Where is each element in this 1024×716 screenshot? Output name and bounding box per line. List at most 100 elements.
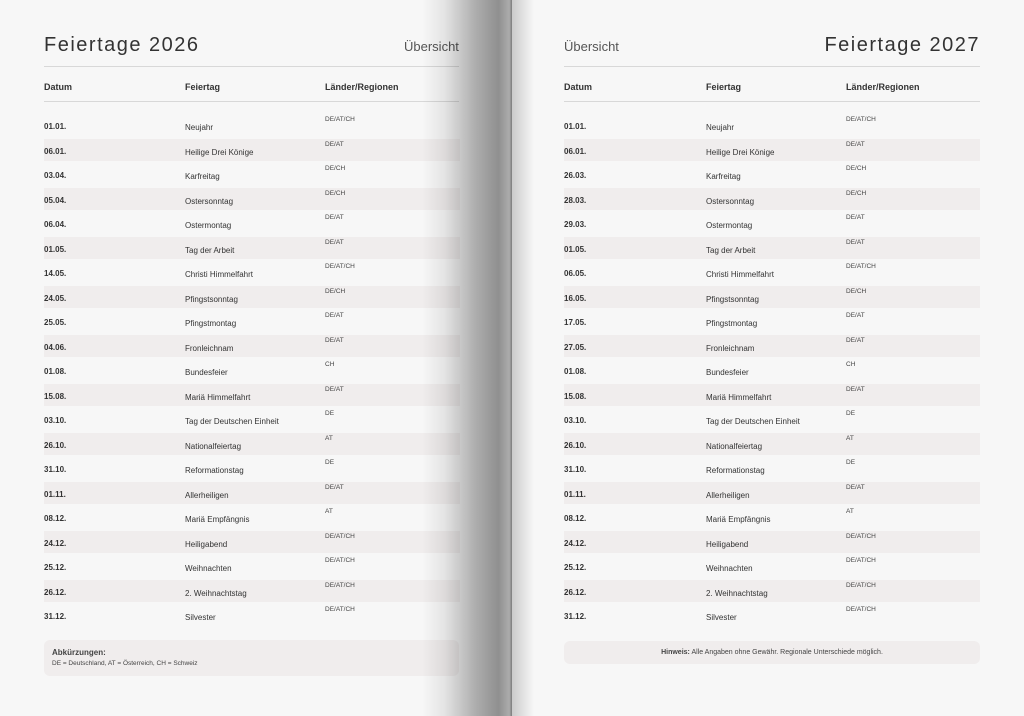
regions: DE/AT/CH	[325, 263, 355, 270]
regions: CH	[846, 361, 856, 368]
regions: DE/AT/CH	[846, 263, 876, 270]
regions: AT	[846, 508, 854, 515]
note-text: Alle Angaben ohne Gewähr. Regionale Unte…	[691, 649, 883, 656]
regions: DE	[325, 459, 335, 466]
regions: DE/CH	[325, 165, 346, 172]
regions: DE/CH	[846, 165, 867, 172]
holiday-name: Neujahr	[706, 123, 735, 132]
divider	[564, 66, 980, 67]
date: 29.03.	[564, 220, 587, 229]
header-holiday: Feiertag	[706, 82, 742, 92]
holiday-name: Pfingstsonntag	[185, 294, 238, 304]
table-row: 06.04. Ostermontag DE/AT	[44, 212, 460, 234]
table-row: 31.12. Silvester DE/AT/CH	[564, 604, 980, 626]
table-row: 15.08. Mariä Himmelfahrt DE/AT	[564, 383, 980, 406]
holiday-name: Fronleichnam	[706, 343, 755, 353]
date: 24.12.	[44, 538, 67, 548]
regions: DE/AT	[325, 312, 344, 319]
table-row: 15.08. Mariä Himmelfahrt DE/AT	[44, 383, 460, 406]
table-row: 26.10. Nationalfeiertag AT	[564, 432, 980, 455]
holiday-name: Silvester	[706, 613, 737, 622]
regions: CH	[325, 361, 335, 368]
date: 06.01.	[564, 146, 587, 156]
date: 15.08.	[44, 391, 67, 401]
regions: DE/AT	[846, 140, 865, 148]
date: 26.12.	[44, 587, 67, 597]
regions: DE	[846, 410, 856, 417]
date: 16.05.	[564, 293, 587, 303]
date: 03.10.	[44, 416, 67, 425]
holiday-name: Tag der Arbeit	[185, 245, 235, 255]
date: 01.08.	[44, 367, 67, 376]
table-row: 14.05. Christi Himmelfahrt DE/AT/CH	[44, 261, 460, 283]
date: 26.10.	[564, 440, 587, 450]
date: 06.04.	[44, 220, 67, 229]
holiday-name: Tag der Deutschen Einheit	[706, 417, 800, 426]
table-row: 25.12. Weihnachten DE/AT/CH	[564, 555, 980, 577]
date: 25.12.	[564, 563, 587, 572]
regions: DE/AT/CH	[846, 606, 876, 613]
date: 31.10.	[564, 465, 587, 474]
header-date: Datum	[564, 82, 593, 92]
holiday-name: Mariä Himmelfahrt	[706, 392, 772, 402]
regions: DE/AT	[325, 336, 344, 344]
regions: DE/AT	[325, 483, 344, 491]
divider	[44, 66, 459, 67]
divider	[44, 101, 459, 102]
divider	[564, 101, 980, 102]
table-row: 27.05. Fronleichnam DE/AT	[564, 334, 980, 357]
table-row: 01.11. Allerheiligen DE/AT	[44, 481, 460, 504]
date: 03.04.	[44, 171, 67, 180]
table-row: 01.01. Neujahr DE/AT/CH	[44, 114, 460, 136]
right-page: Übersicht Feiertage 2027 Datum Feiertag …	[512, 0, 1024, 716]
date: 25.05.	[44, 318, 67, 327]
holiday-name: Heilige Drei Könige	[706, 147, 775, 157]
holiday-name: Reformationstag	[185, 466, 244, 475]
table-row: 29.03. Ostermontag DE/AT	[564, 212, 980, 234]
holiday-name: Pfingstsonntag	[706, 294, 759, 304]
regions: DE/AT/CH	[846, 116, 876, 123]
table-row: 17.05. Pfingstmontag DE/AT	[564, 310, 980, 332]
table-row: 01.11. Allerheiligen DE/AT	[564, 481, 980, 504]
regions: DE/AT	[846, 238, 865, 246]
date: 26.10.	[44, 440, 67, 450]
date: 01.01.	[564, 122, 587, 131]
holiday-name: Mariä Himmelfahrt	[185, 392, 251, 402]
regions: DE/AT	[846, 214, 865, 221]
table-row: 16.05. Pfingstsonntag DE/CH	[564, 285, 980, 308]
table-row: 01.08. Bundesfeier CH	[564, 359, 980, 381]
table-row: 31.12. Silvester DE/AT/CH	[44, 604, 460, 626]
regions: DE/CH	[846, 189, 867, 197]
table-row: 31.10. Reformationstag DE	[44, 457, 460, 479]
date: 14.05.	[44, 269, 67, 278]
holiday-name: Tag der Arbeit	[706, 245, 756, 255]
table-row: 01.01. Neujahr DE/AT/CH	[564, 114, 980, 136]
regions: DE/AT	[846, 312, 865, 319]
holiday-name: Weihnachten	[185, 564, 232, 573]
regions: DE/AT	[846, 483, 865, 491]
table-row: 08.12. Mariä Empfängnis AT	[44, 506, 460, 528]
holiday-name: Karfreitag	[185, 172, 220, 181]
date: 25.12.	[44, 563, 67, 572]
holiday-name: Weihnachten	[706, 564, 753, 573]
table-row: 06.05. Christi Himmelfahrt DE/AT/CH	[564, 261, 980, 283]
date: 08.12.	[564, 514, 587, 523]
table-row: 06.01. Heilige Drei Könige DE/AT	[564, 138, 980, 161]
holiday-name: Christi Himmelfahrt	[706, 270, 775, 279]
date: 28.03.	[564, 195, 587, 205]
date: 26.03.	[564, 171, 587, 180]
date: 06.05.	[564, 269, 587, 278]
regions: DE/AT/CH	[325, 532, 355, 540]
holiday-name: Karfreitag	[706, 172, 741, 181]
holiday-name: Bundesfeier	[706, 368, 749, 377]
regions: DE/AT	[325, 238, 344, 246]
regions: DE/AT	[846, 385, 865, 393]
regions: DE	[846, 459, 856, 466]
table-row: 08.12. Mariä Empfängnis AT	[564, 506, 980, 528]
date: 01.11.	[44, 489, 66, 499]
holiday-name: Ostermontag	[185, 221, 232, 230]
table-row: 31.10. Reformationstag DE	[564, 457, 980, 479]
regions: AT	[846, 434, 854, 442]
holiday-name: Ostersonntag	[706, 196, 755, 206]
date: 01.01.	[44, 122, 67, 131]
